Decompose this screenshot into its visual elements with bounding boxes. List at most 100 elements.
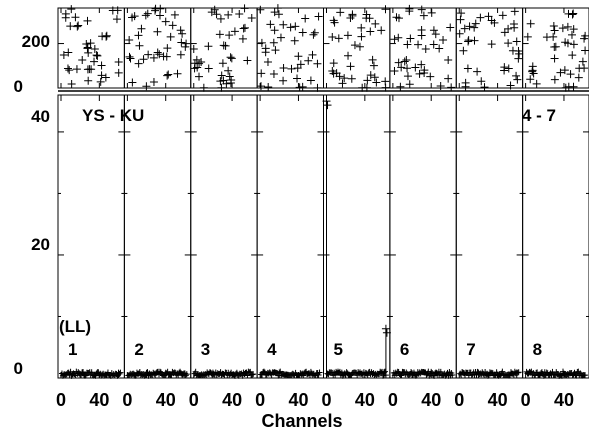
phase-point [212, 10, 221, 19]
x-axis-label: Channels [261, 411, 342, 431]
phase-point [90, 45, 99, 54]
x-tick-label: 40 [89, 390, 109, 410]
phase-point [59, 51, 68, 60]
phase-point [420, 69, 429, 78]
phase-point [350, 41, 359, 50]
phase-point [266, 20, 275, 29]
amp-subpanel-frame [455, 94, 524, 379]
amp-point [428, 368, 435, 375]
baseline-label: YS - KU [82, 106, 144, 125]
phase-point [134, 59, 143, 68]
panel-label: 1 [68, 340, 77, 359]
phase-point [73, 22, 82, 31]
phase-point [149, 53, 158, 62]
polarization-label: (LL) [59, 317, 91, 336]
x-tick-label: 40 [355, 390, 375, 410]
phase-tick-200: 200 [22, 32, 50, 51]
phase-point [310, 28, 319, 37]
baseline-range-label: 4 - 7 [522, 106, 556, 125]
phase-point [427, 8, 436, 17]
phase-point [97, 71, 106, 80]
amp-point [143, 369, 150, 376]
panel-label: 5 [334, 340, 343, 359]
phase-point [500, 28, 509, 37]
amp-point [260, 368, 267, 375]
amp-point [485, 372, 491, 379]
phase-point [204, 42, 213, 51]
panel-label: 3 [201, 340, 210, 359]
phase-point [61, 9, 70, 18]
phase-point [134, 31, 143, 40]
phase-point [216, 14, 225, 23]
amp-spike-point [323, 101, 332, 110]
phase-point [455, 29, 464, 38]
amp-spike-point [322, 97, 331, 106]
phase-point [102, 32, 111, 41]
phase-point [215, 30, 224, 39]
phase-point [355, 42, 364, 51]
amp-point [117, 369, 124, 376]
phase-point [513, 75, 522, 84]
phase-point [561, 38, 570, 47]
phase-point [460, 24, 469, 33]
phase-point [67, 79, 76, 88]
phase-point [347, 74, 356, 83]
phase-point [153, 48, 162, 57]
phase-point [417, 60, 426, 69]
phase-point [114, 68, 123, 77]
phase-point [471, 19, 480, 28]
amp-point [364, 372, 371, 379]
phase-point [294, 52, 303, 61]
phase-point [566, 70, 575, 79]
phase-point [334, 34, 343, 43]
phase-point [366, 71, 375, 80]
phase-point [504, 39, 513, 48]
phase-point [67, 5, 76, 14]
phase-point [504, 24, 513, 33]
amp-point [398, 372, 405, 379]
phase-point [313, 59, 322, 68]
phase-point [271, 46, 280, 55]
phase-point [500, 66, 509, 75]
phase-point [166, 32, 175, 41]
phase-point [97, 61, 106, 70]
amp-spike-point [381, 324, 390, 333]
phase-point [550, 54, 559, 63]
panel-labels: 1 2 3 4 5 6 7 8 [68, 340, 542, 359]
phase-point [219, 76, 228, 85]
phase-point [137, 24, 146, 33]
phase-point [247, 14, 256, 23]
phase-point [415, 69, 424, 78]
phase-point [82, 39, 91, 48]
phase-point [330, 18, 339, 27]
phase-point [143, 9, 152, 18]
amp-subpanel-frame [123, 94, 192, 379]
phase-point [84, 48, 93, 57]
x-tick-label: 40 [554, 390, 574, 410]
phase-point [240, 23, 249, 32]
phase-point [142, 82, 151, 91]
x-tick-label: 0 [521, 390, 531, 410]
phase-point [178, 29, 187, 38]
phase-point [108, 6, 117, 15]
phase-point [400, 57, 409, 66]
phase-point [578, 57, 587, 66]
phase-point [526, 19, 535, 28]
phase-point [446, 23, 455, 32]
phase-point [72, 65, 81, 74]
phase-point [575, 64, 584, 73]
phase-point [291, 22, 300, 31]
phase-point [226, 78, 235, 87]
x-tick-label: 0 [122, 390, 132, 410]
phase-point [377, 26, 386, 35]
phase-point [66, 22, 75, 31]
phase-point [195, 72, 204, 81]
phase-point [368, 55, 377, 64]
phase-point [126, 54, 135, 63]
phase-point [78, 55, 87, 64]
phase-subpanel-frame [389, 7, 457, 89]
phase-point [366, 27, 375, 36]
phase-point [170, 10, 179, 19]
x-tick-label: 40 [156, 390, 176, 410]
phase-point [239, 24, 248, 33]
